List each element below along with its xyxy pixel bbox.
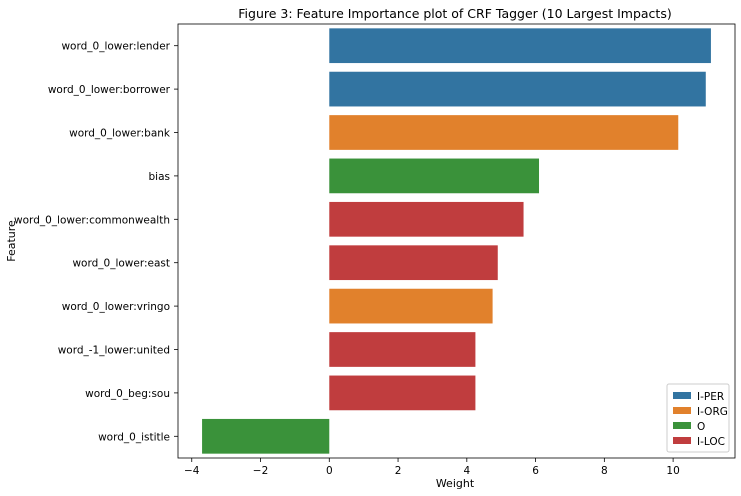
legend-swatch xyxy=(673,422,691,429)
bar-3 xyxy=(329,158,540,194)
legend-label: O xyxy=(697,421,705,433)
x-tick-label: 10 xyxy=(666,465,679,477)
y-tick-label: word_0_lower:lender xyxy=(61,41,170,53)
y-tick-label: word_0_lower:bank xyxy=(69,128,171,140)
x-tick-label: 0 xyxy=(326,465,333,477)
legend-swatch xyxy=(673,437,691,444)
chart-title: Figure 3: Feature Importance plot of CRF… xyxy=(238,6,671,21)
y-tick-label: word_0_lower:vringo xyxy=(62,301,170,313)
y-tick-labels: word_0_lower:lender word_0_lower:borrower… xyxy=(14,41,178,443)
bar-8 xyxy=(329,375,476,411)
x-tick-label: 8 xyxy=(601,465,608,477)
legend-label: I-LOC xyxy=(697,436,725,448)
bar-5 xyxy=(329,245,498,281)
bar-6 xyxy=(329,288,493,324)
x-ticks: −4 −2 0 2 4 6 8 10 xyxy=(184,458,680,477)
x-axis-title: Weight xyxy=(436,477,475,490)
bar-4 xyxy=(329,201,524,237)
legend-swatch xyxy=(673,407,691,414)
bar-9 xyxy=(202,418,330,454)
y-tick-label: word_-1_lower:united xyxy=(58,345,170,357)
bar-0 xyxy=(329,28,711,64)
y-tick-label: bias xyxy=(149,171,171,183)
legend: I-PER I-ORG O I-LOC xyxy=(666,383,730,453)
x-tick-label: −4 xyxy=(184,465,200,477)
x-tick-label: 4 xyxy=(463,465,470,477)
x-tick-label: 2 xyxy=(395,465,402,477)
x-tick-label: 6 xyxy=(532,465,539,477)
bar-7 xyxy=(329,332,476,367)
bar-2 xyxy=(329,115,679,150)
y-tick-label: word_0_lower:borrower xyxy=(48,84,171,96)
bars-group xyxy=(202,28,711,454)
y-tick-label: word_0_beg:sou xyxy=(85,388,170,400)
legend-label: I-ORG xyxy=(697,406,728,418)
y-axis-title: Feature xyxy=(5,220,18,262)
y-tick-label: word_0_istitle xyxy=(98,431,170,443)
legend-label: I-PER xyxy=(697,391,724,403)
x-tick-label: −2 xyxy=(253,465,268,477)
y-tick-label: word_0_lower:east xyxy=(72,258,170,270)
plot-frame xyxy=(177,23,736,459)
bar-1 xyxy=(329,71,706,107)
legend-box xyxy=(666,383,730,453)
y-tick-label: word_0_lower:commonwealth xyxy=(14,214,170,226)
legend-swatch xyxy=(673,392,691,399)
